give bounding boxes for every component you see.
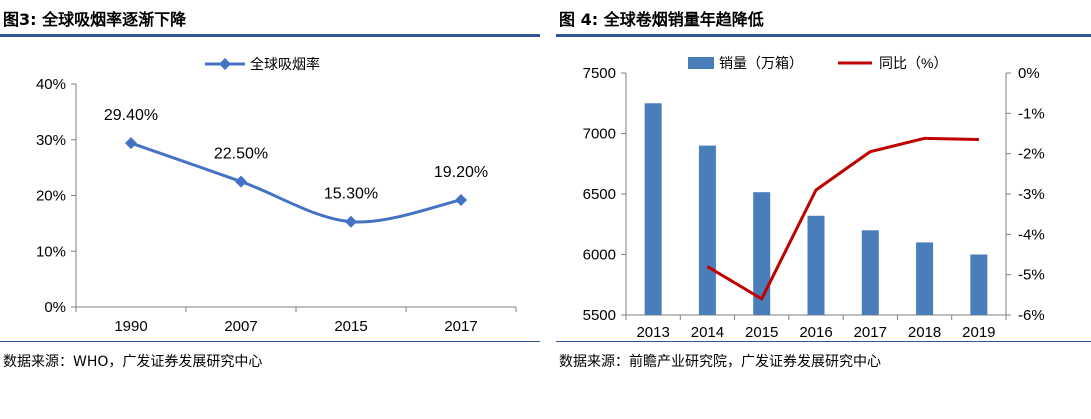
data-point-marker (455, 193, 467, 206)
series-line-smoking-rate (130, 141, 462, 224)
data-point-marker (235, 175, 247, 188)
figure-4-title-text: 全球卷烟销量年趋降低 (603, 10, 764, 29)
legend-swatch-sales (688, 57, 714, 69)
legend-marker-smoking-rate (219, 58, 231, 70)
y-right-tick-label: -4% (1018, 226, 1045, 243)
y-tick-label: 20% (36, 188, 66, 205)
y-right-tick-label: -2% (1018, 146, 1045, 163)
x-tick-label: 2013 (636, 324, 669, 340)
figure-3-source: 数据来源：WHO，广发证券发展研究中心 (3, 354, 263, 370)
y-left-tick-label: 6000 (583, 247, 616, 264)
legend-label-sales: 销量（万箱） (719, 55, 803, 71)
figure-3-title: 图3: 全球吸烟率逐渐下降 (3, 6, 186, 30)
y-right-tick-label: -6% (1018, 307, 1045, 324)
x-tick-label: 2018 (908, 324, 941, 340)
sales-bar (807, 215, 825, 315)
sales-bar (698, 145, 716, 315)
figure-3-panel: 图3: 全球吸烟率逐渐下降 0% 10% 20% 30% 40% 1990 2007 2015… (0, 0, 540, 419)
sales-bar (861, 230, 879, 315)
series-line-yoy (706, 136, 979, 301)
y-left-tick-label: 7500 (583, 65, 616, 82)
data-label: 15.30% (324, 186, 378, 203)
y-tick-label: 30% (36, 132, 66, 149)
data-label: 22.50% (214, 146, 268, 163)
figure-4-title-rule (556, 34, 1091, 37)
figure-4-source: 数据来源：前瞻产业研究院，广发证券发展研究中心 (559, 354, 881, 370)
y-tick-label: 10% (36, 243, 66, 260)
cigarette-sales-chart: 5500 6000 6500 7000 7500 0% -1% -2% -3% -4% -5% -6%… (583, 55, 1045, 340)
x-tick-label: 2014 (691, 324, 724, 340)
data-point-marker (125, 137, 137, 150)
figure-4-label: 图 4: (559, 10, 599, 29)
legend-label-smoking-rate: 全球吸烟率 (250, 56, 320, 72)
legend-label-yoy: 同比（%） (879, 55, 947, 71)
x-tick-label: 1990 (114, 318, 147, 335)
x-tick-label: 2019 (962, 324, 995, 340)
y-right-tick-label: 0% (1018, 65, 1040, 82)
figure-3-label: 图3: (3, 10, 37, 29)
sales-bar (644, 103, 662, 315)
data-point-marker (345, 215, 357, 228)
y-left-tick-label: 5500 (583, 307, 616, 324)
sales-bar (970, 254, 988, 315)
y-right-tick-label: -5% (1018, 267, 1045, 284)
x-tick-label: 2016 (799, 324, 832, 340)
y-right-tick-label: -3% (1018, 186, 1045, 203)
figure-3-title-text: 全球吸烟率逐渐下降 (42, 10, 187, 29)
sales-bar (753, 192, 771, 315)
x-tick-label: 2017 (854, 324, 887, 340)
y-tick-label: 0% (44, 299, 66, 316)
y-left-tick-label: 6500 (583, 186, 616, 203)
figure-4-panel: 图 4: 全球卷烟销量年趋降低 5500 6000 6500 7000 7500 0% -1… (556, 0, 1091, 419)
x-tick-label: 2017 (444, 318, 477, 335)
sales-bar (916, 242, 934, 315)
y-tick-label: 40% (36, 76, 66, 93)
data-label: 29.40% (104, 107, 158, 124)
y-right-tick-label: -1% (1018, 105, 1045, 122)
smoking-rate-chart: 0% 10% 20% 30% 40% 1990 2007 2015 2017 29.40% 22.5… (36, 56, 517, 335)
figure-4-title: 图 4: 全球卷烟销量年趋降低 (559, 6, 764, 30)
figure-3-title-rule (0, 34, 540, 37)
x-tick-label: 2015 (745, 324, 778, 340)
x-tick-label: 2007 (224, 318, 257, 335)
figure-4-bottom-rule (556, 341, 1091, 342)
data-label: 19.20% (434, 164, 488, 181)
y-left-tick-label: 7000 (583, 126, 616, 143)
figure-3-bottom-rule (0, 341, 540, 342)
x-tick-label: 2015 (334, 318, 367, 335)
